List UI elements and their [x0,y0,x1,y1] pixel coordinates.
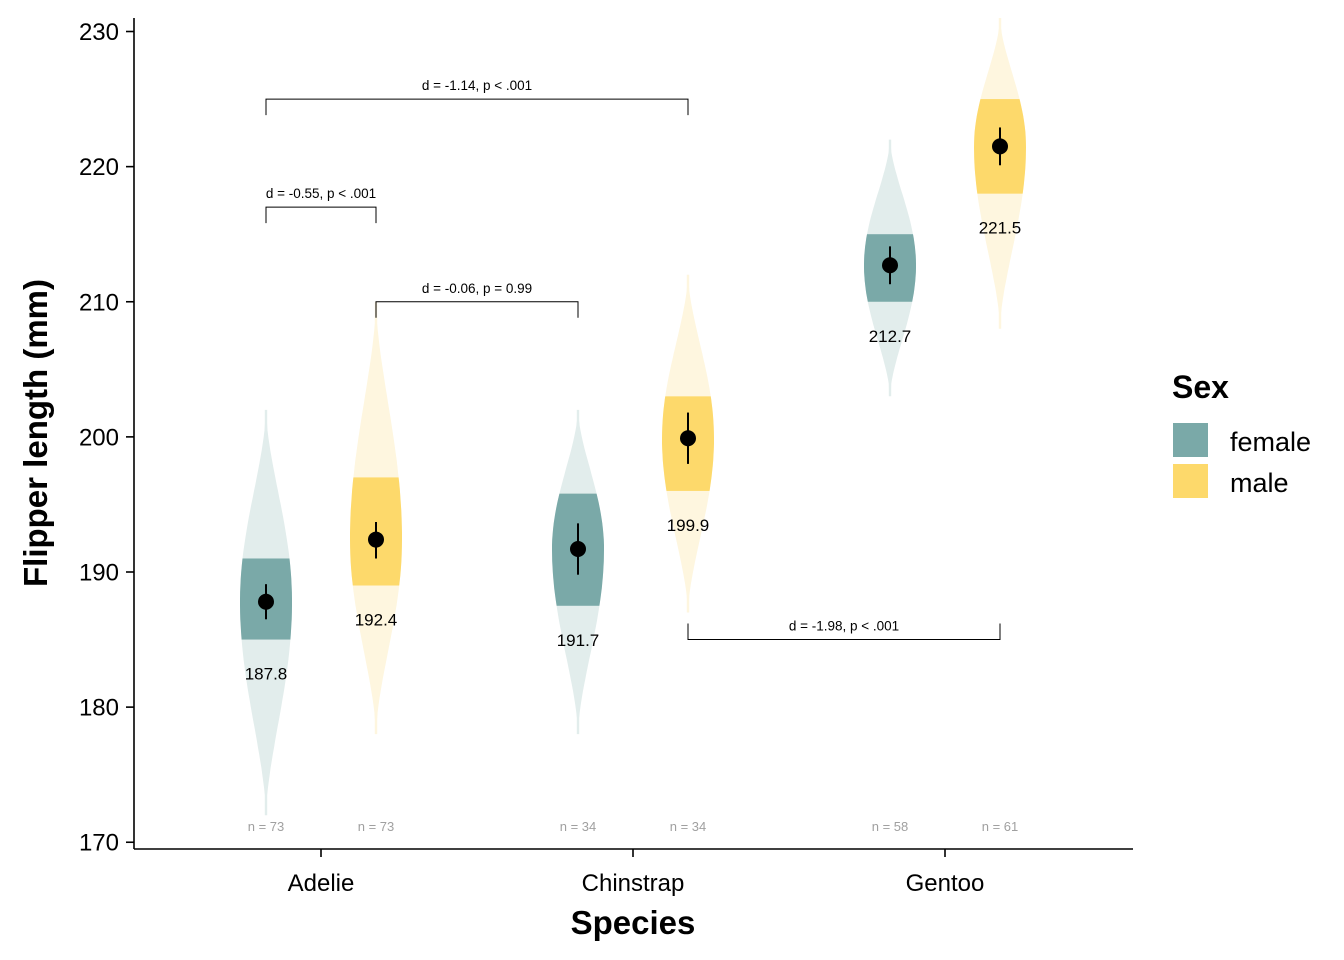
bracket-line [265,98,689,116]
y-tick-label: 210 [79,289,119,316]
y-tick-label: 180 [79,695,119,722]
bracket-label: d = -1.14, p < .001 [422,78,532,93]
violin-gentoo-female: 212.7 n = 58 [864,139,916,834]
legend-title: Sex [1172,369,1229,405]
mean-point [992,138,1008,155]
n-label: n = 58 [872,819,909,834]
y-tick-label: 170 [79,830,119,857]
significance-bracket: d = -1.14, p < .001 [265,78,689,116]
x-tick-label: Gentoo [906,870,985,897]
x-tick-label: Chinstrap [582,870,685,897]
significance-brackets: d = -1.14, p < .001 d = -0.55, p < .001 d … [265,78,1001,641]
bracket-label: d = -0.55, p < .001 [266,186,376,201]
violin-adelie-female: 187.8 n = 73 [240,409,292,834]
y-axis-title: Flipper length (mm) [17,279,54,587]
x-tick-label: Adelie [288,870,355,897]
bracket-label: d = -1.98, p < .001 [789,619,899,634]
mean-point [570,541,586,558]
significance-bracket: d = -1.98, p < .001 [687,619,1001,641]
legend: Sex female male [1172,369,1311,498]
significance-bracket: d = -0.06, p = 0.99 [375,281,579,318]
legend-label-male: male [1230,468,1289,498]
significance-bracket: d = -0.55, p < .001 [265,186,377,224]
violin-gentoo-male: 221.5 n = 61 [974,18,1026,834]
y-tick-label: 230 [79,19,119,46]
mean-label: 191.7 [557,631,600,650]
y-tick-label: 190 [79,560,119,587]
n-label: n = 73 [248,819,285,834]
mean-point [368,531,384,548]
bracket-label: d = -0.06, p = 0.99 [422,281,532,296]
violins-layer: 187.8 n = 73 192.4 n = 73 191.7 n = 34 199.9 n … [240,18,1026,834]
x-axis-title: Species [571,904,696,941]
legend-key-female [1173,423,1208,457]
violin-adelie-male: 192.4 n = 73 [350,301,402,834]
mean-label: 192.4 [355,611,398,630]
n-label: n = 34 [560,819,597,834]
mean-point [680,430,696,447]
bracket-line [265,206,377,224]
mean-label: 221.5 [979,219,1022,238]
mean-label: 212.7 [869,327,912,346]
bracket-line [687,623,1001,641]
violin-chinstrap-male: 199.9 n = 34 [662,274,714,834]
y-ticks: 170 180 190 200 210 220 230 [79,19,134,857]
x-ticks: Adelie Chinstrap Gentoo [288,849,985,897]
violin-chinstrap-female: 191.7 n = 34 [552,409,604,834]
legend-label-female: female [1230,427,1311,457]
mean-point [258,593,274,610]
bracket-line [375,301,579,318]
n-label: n = 34 [670,819,707,834]
mean-label: 199.9 [667,516,710,535]
mean-point [882,257,898,274]
mean-label: 187.8 [245,665,288,684]
n-label: n = 61 [982,819,1019,834]
y-tick-label: 220 [79,154,119,181]
legend-key-male [1173,464,1208,498]
y-tick-label: 200 [79,424,119,451]
n-label: n = 73 [358,819,395,834]
